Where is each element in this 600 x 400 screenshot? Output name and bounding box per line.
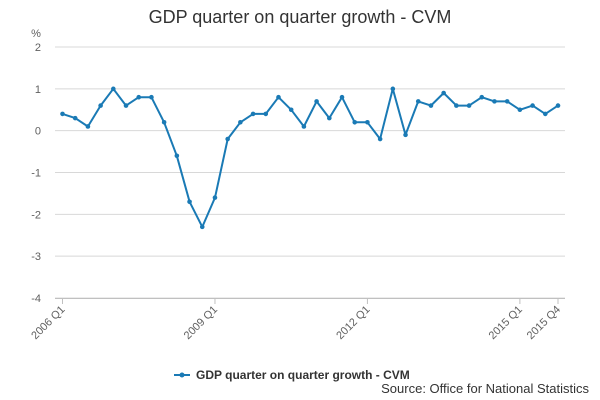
- data-point: [111, 86, 116, 92]
- y-tick-label: 1: [35, 84, 41, 96]
- legend-marker-icon: [179, 372, 185, 378]
- data-point: [492, 99, 497, 104]
- data-point: [403, 132, 408, 138]
- data-point: [212, 195, 218, 200]
- data-point: [60, 111, 65, 117]
- data-point: [339, 94, 345, 100]
- data-point: [225, 136, 230, 142]
- series-line: [62, 87, 559, 228]
- data-point: [390, 86, 396, 92]
- data-point: [441, 90, 446, 96]
- data-point: [72, 115, 78, 121]
- data-point: [517, 107, 523, 113]
- x-tick-label: 2015 Q4: [525, 304, 563, 342]
- data-point: [250, 111, 256, 117]
- x-tick-label: 2012 Q1: [334, 304, 372, 342]
- data-point: [352, 120, 358, 125]
- source-note: Source: Office for National Statistics: [381, 381, 589, 396]
- y-axis-label: %: [31, 28, 41, 40]
- data-point: [466, 103, 472, 108]
- data-point: [98, 103, 103, 108]
- data-point: [327, 115, 332, 121]
- y-tick-label: -2: [31, 209, 41, 221]
- x-tick-label: 2006 Q1: [29, 304, 67, 342]
- data-point: [174, 153, 180, 159]
- data-point: [288, 107, 294, 113]
- data-point: [314, 99, 319, 104]
- data-point: [542, 111, 548, 117]
- data-point: [85, 124, 91, 129]
- data-point: [479, 94, 485, 100]
- data-point: [301, 124, 307, 129]
- data-point: [504, 99, 510, 104]
- y-tick-label: 2: [35, 42, 41, 54]
- data-point: [555, 103, 561, 108]
- y-tick-label: 0: [35, 126, 41, 138]
- chart-title: GDP quarter on quarter growth - CVM: [148, 7, 452, 27]
- y-tick-label: -3: [31, 251, 41, 263]
- data-point: [238, 120, 243, 125]
- y-tick-label: -1: [31, 168, 41, 180]
- data-point: [365, 120, 370, 125]
- x-tick-label: 2015 Q1: [487, 304, 525, 342]
- data-point: [428, 103, 434, 108]
- data-point: [149, 94, 154, 100]
- legend-label: GDP quarter on quarter growth - CVM: [196, 368, 410, 382]
- data-point: [415, 99, 421, 104]
- x-tick-label: 2009 Q1: [182, 304, 220, 342]
- data-point: [199, 224, 205, 230]
- data-point: [123, 103, 129, 108]
- data-point: [530, 103, 535, 108]
- data-point: [136, 94, 142, 100]
- data-point: [377, 136, 383, 142]
- data-point: [276, 94, 281, 100]
- data-point: [263, 111, 269, 117]
- data-point: [161, 120, 167, 125]
- data-point: [187, 199, 192, 205]
- data-point: [454, 103, 459, 108]
- y-tick-label: -4: [31, 293, 41, 305]
